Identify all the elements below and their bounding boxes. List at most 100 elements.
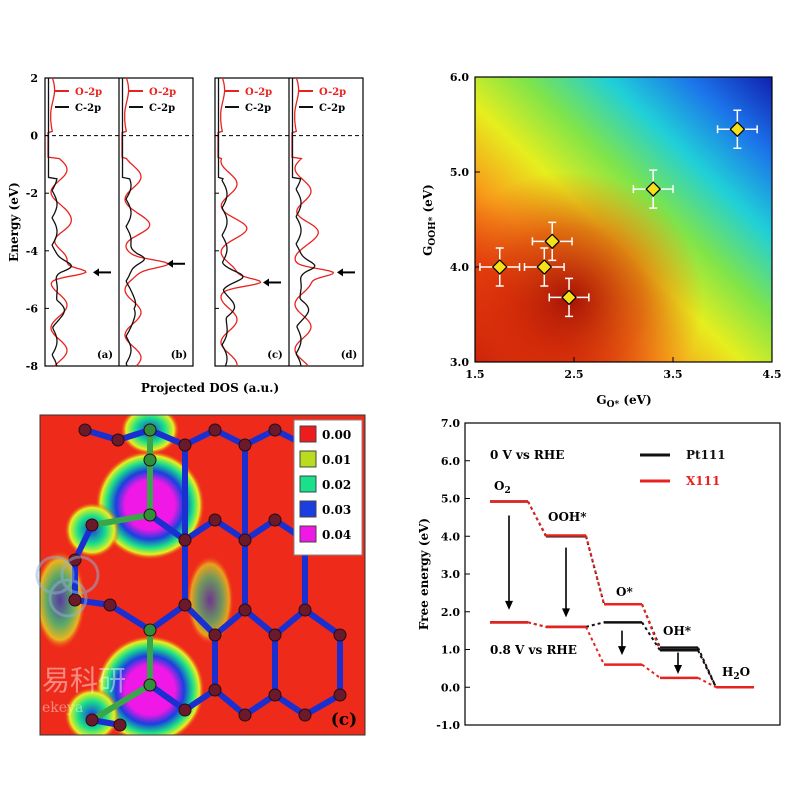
legend-swatch [299,450,317,468]
atom [298,603,312,617]
legend-swatch [299,475,317,493]
heatmap-y-tick-label: 4.0 [450,261,469,274]
dos-y-axis-label: Energy (eV) [7,182,21,262]
energy-connector [641,663,661,679]
atom [178,598,192,612]
dos-curve [291,78,316,367]
legend-value: 0.01 [322,453,351,467]
atom [178,703,192,717]
legend-value: 0.02 [322,478,351,492]
legend-swatch [299,425,317,443]
heatmap-x-tick-label: 2.5 [564,368,583,381]
bond [147,682,188,713]
atom [103,598,117,612]
bond [212,607,248,638]
atom [78,423,92,437]
fe-y-tick-label: 3.0 [441,568,460,581]
bond [302,692,343,718]
atom [238,438,252,452]
bond [182,602,218,638]
heatmap-hot-region [475,77,772,362]
fe-y-tick-label: 5.0 [441,493,460,506]
legend-label-o2p: O-2p [75,87,102,98]
free-energy-panel: 7.0 6.0 5.0 4.0 3.0 2.0 1.0 0.0 -1.0 Free energy… [417,417,781,732]
legend-swatch [299,525,317,543]
density-map-panel: 0.00 0.01 0.02 0.03 0.04 (c) [39,414,366,736]
condition-label-0v: 0 V vs RHE [490,448,564,462]
atom [238,603,252,617]
dos-arrow-head [93,268,99,277]
data-point [645,181,662,197]
legend-label-o2p: O-2p [149,87,176,98]
atom [178,533,192,547]
dos-subpanel-label: (d) [341,350,357,361]
atom [333,628,347,642]
heatmap-x-tick-label: 1.5 [465,368,484,381]
step-arrow-head [562,608,570,618]
bond [147,512,188,543]
atom [298,708,312,722]
dos-curves: O-2p C-2p (a) O-2p C-2p (b) O-2p C-2p (c) O-2p C-2… [47,77,357,367]
dos-curve [47,78,72,367]
dos-arrow-head [167,259,173,268]
dos-y-tick-label: -4 [26,245,39,258]
density-map-label: (c) [331,710,357,730]
fe-y-tick-label: 0.0 [441,681,460,694]
atom [238,708,252,722]
legend-label-o2p: O-2p [319,87,346,98]
bond [212,687,248,718]
atom [111,433,125,447]
heatmap-x-tick-label: 3.5 [663,368,682,381]
dos-arrow-head [263,278,269,287]
dos-subpanel-label: (c) [267,350,283,361]
step-label: O* [616,585,633,599]
atom [143,678,157,692]
step-arrow-head [618,646,626,656]
step-label: OH* [663,624,692,638]
dos-y-tick-label: -2 [26,187,38,200]
data-point [491,259,508,275]
dos-y-tick-label: -6 [26,302,39,315]
fe-y-tick-label: 7.0 [441,417,460,430]
step-arrow-head [674,665,682,675]
bond [272,607,308,638]
heatmap-points [479,109,758,318]
atom [113,718,127,732]
heatmap-y-tick-label: 3.0 [450,356,469,369]
fe-legend-label: X111 [686,474,720,488]
dos-x-axis-label: Projected DOS (a.u.) [141,381,279,395]
data-point [729,121,746,138]
density-map-frame [39,414,366,736]
bond [89,682,153,723]
atom [208,683,222,697]
dos-curve [291,77,335,367]
watermark-logo [35,555,100,618]
heatmap-ticks: 1.5 2.5 3.5 4.5 3.0 4.0 5.0 6.0 [450,71,782,381]
density-legend: 0.00 0.01 0.02 0.03 0.04 [293,419,363,556]
atom [268,423,282,437]
free-energy-y-axis-label: Free energy (eV) [417,518,431,630]
bond [302,607,343,638]
free-energy-legend: Pt111 X111 [640,448,726,488]
atom [85,713,99,727]
fe-y-tick-label: 4.0 [441,530,460,543]
free-energy-step-labels: O2 OOH* O* OH* H2O [494,479,750,682]
free-energy-levels [490,500,754,689]
bond [89,512,153,528]
legend-value: 0.03 [322,503,351,517]
legend-label-c2p: C-2p [149,103,175,114]
free-energy-arrows [505,515,682,675]
fe-legend-label: Pt111 [686,448,726,462]
heatmap-x-tick-label: 4.5 [762,368,781,381]
legend-swatch [299,500,317,518]
step-arrow-head [505,600,513,610]
dos-y-tick-label: 2 [30,72,38,85]
dos-arrow-head [337,268,343,277]
heatmap-x-axis-label: GO* (eV) [596,393,651,410]
fe-y-tick-label: 6.0 [441,455,460,468]
atom [268,628,282,642]
energy-connector [527,501,547,536]
dos-y-tick-label: -8 [26,360,39,373]
heatmap-y-tick-label: 5.0 [450,166,469,179]
